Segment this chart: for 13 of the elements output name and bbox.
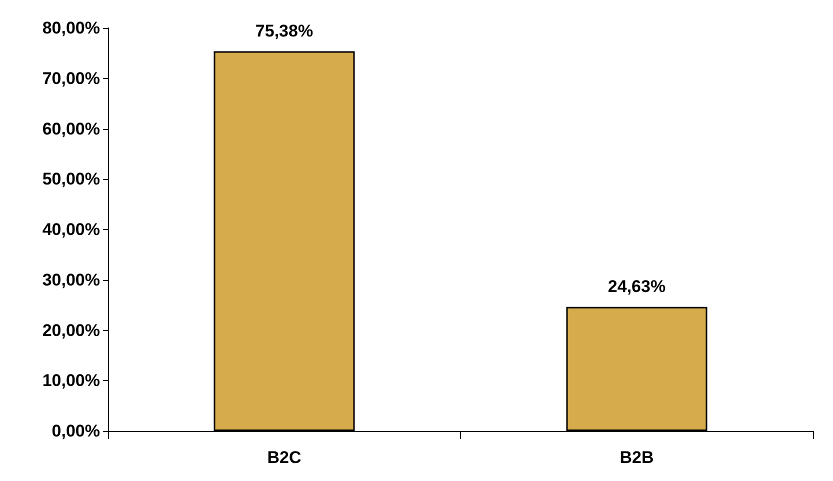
data-label: 24,63% [608, 276, 666, 296]
y-tick-label: 10,00% [42, 371, 100, 390]
y-tick-label: 50,00% [42, 170, 100, 189]
y-tick-label: 20,00% [42, 320, 100, 340]
data-label: 75,38% [255, 21, 314, 40]
x-tick-label: B2B [620, 448, 654, 467]
y-tick-label: 40,00% [42, 220, 100, 239]
y-tick-label: 60,00% [42, 119, 100, 138]
y-tick-label: 80,00% [42, 18, 100, 38]
y-tick-label: 70,00% [42, 68, 100, 88]
y-tick-label: 30,00% [42, 270, 100, 290]
x-tick-label: B2C [267, 448, 302, 467]
y-tick-label: 0,00% [52, 422, 100, 440]
